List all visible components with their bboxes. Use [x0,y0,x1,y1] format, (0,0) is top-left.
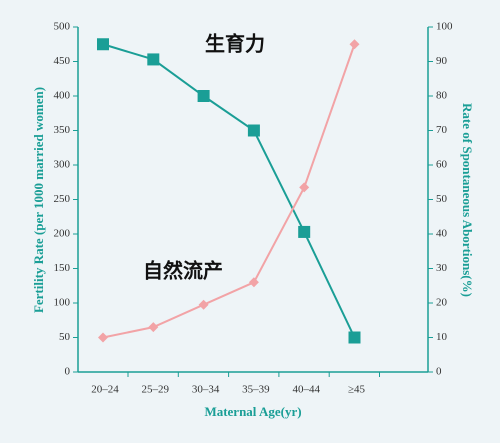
y2-tick-label: 0 [436,366,442,378]
marker [198,299,209,310]
series-label: 自然流产 [143,259,223,283]
marker [97,38,109,51]
y2-tick-label: 30 [436,262,448,274]
y2-tick-label: 50 [436,193,448,205]
y-tick-label: 100 [54,297,71,309]
y2-tick-label: 10 [436,331,448,343]
y2-tick-label: 100 [436,21,453,33]
y-tick-label: 200 [54,228,71,240]
y2-tick-label: 60 [436,159,448,171]
x-tick-label: 40–44 [292,384,320,396]
y-tick-label: 500 [54,21,71,33]
y-tick-label: 400 [54,90,71,102]
marker [298,225,311,238]
series-label: 生育力 [205,32,265,56]
y-tick-label: 0 [65,366,71,378]
y2-tick-label: 70 [436,124,448,136]
marker [299,182,310,193]
y2-tick-label: 20 [436,297,448,309]
marker [348,331,361,344]
marker [98,332,108,343]
marker [247,124,260,137]
y-tick-label: 150 [54,262,71,274]
marker [148,322,159,333]
y2-axis-title: Rate of Spontaneous Abortions(%) [460,103,475,297]
y-tick-label: 300 [54,159,71,171]
x-tick-label: 30–34 [192,384,220,396]
marker [197,90,210,102]
y2-tick-label: 90 [436,55,448,67]
marker [349,39,360,50]
x-axis-title: Maternal Age(yr) [204,404,301,419]
y-tick-label: 250 [54,193,71,205]
y2-tick-label: 40 [436,228,448,240]
y-tick-label: 350 [54,124,71,136]
x-tick-label: 35–39 [242,384,270,396]
x-tick-label: 25–29 [142,384,170,396]
y-tick-label: 450 [54,55,71,67]
y-tick-label: 50 [59,331,71,343]
marker [147,53,160,66]
x-tick-label: 20–24 [91,384,119,396]
series-line [102,43,356,339]
x-tick-label: ≥45 [348,384,366,396]
y2-tick-label: 80 [436,90,448,102]
series-line [102,43,356,338]
y-axis-title: Fertility Rate (per 1000 married women) [31,87,46,313]
marker [248,277,259,288]
